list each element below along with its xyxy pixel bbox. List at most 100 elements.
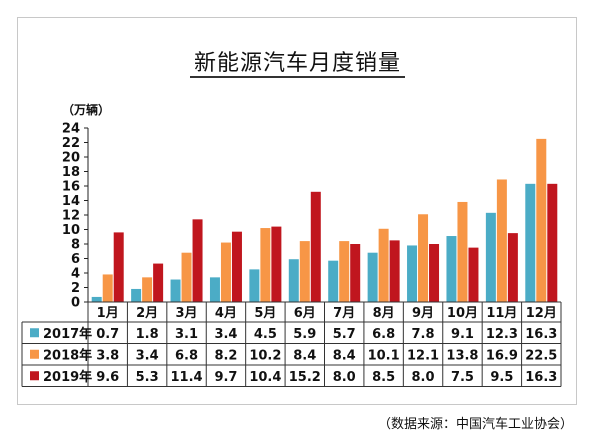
table-value: 8.4 bbox=[293, 348, 316, 363]
bar bbox=[181, 252, 192, 302]
table-value: 6.8 bbox=[372, 327, 395, 342]
bar bbox=[231, 231, 242, 302]
bar bbox=[507, 233, 518, 302]
x-tick-label: 7月 bbox=[333, 306, 355, 321]
y-tick-label: 20 bbox=[62, 151, 80, 166]
table-value: 3.4 bbox=[136, 348, 159, 363]
legend-key bbox=[30, 328, 39, 338]
legend-label: 2018年 bbox=[43, 347, 92, 363]
table-value: 8.0 bbox=[333, 370, 356, 385]
table-value: 10.2 bbox=[249, 348, 281, 363]
legend-key bbox=[30, 349, 39, 359]
bar bbox=[468, 247, 479, 302]
table-value: 16.3 bbox=[525, 327, 557, 342]
bar bbox=[407, 245, 418, 302]
y-tick-label: 8 bbox=[71, 238, 80, 253]
legend-key bbox=[30, 371, 39, 381]
x-tick-label: 12月 bbox=[526, 306, 557, 321]
bar bbox=[525, 183, 536, 302]
table-value: 7.5 bbox=[451, 370, 474, 385]
bar bbox=[457, 201, 468, 302]
x-tick-label: 11月 bbox=[486, 306, 517, 321]
y-tick-label: 10 bbox=[62, 223, 80, 238]
y-tick-label: 16 bbox=[62, 180, 80, 195]
bar bbox=[547, 183, 558, 302]
bar bbox=[429, 244, 440, 302]
bar bbox=[102, 274, 113, 302]
table-value: 6.8 bbox=[175, 348, 198, 363]
y-tick-label: 6 bbox=[71, 252, 80, 267]
legend-label: 2019年 bbox=[43, 369, 92, 385]
table-value: 10.1 bbox=[368, 348, 400, 363]
y-tick-label: 24 bbox=[62, 122, 80, 137]
y-tick-label: 12 bbox=[62, 209, 80, 224]
x-tick-label: 2月 bbox=[136, 306, 158, 321]
bar bbox=[485, 212, 496, 302]
y-tick-label: 0 bbox=[71, 296, 80, 311]
table-value: 3.1 bbox=[175, 327, 198, 342]
table-value: 12.1 bbox=[407, 348, 439, 363]
table-value: 10.4 bbox=[249, 370, 281, 385]
bar bbox=[310, 191, 321, 302]
x-tick-label: 4月 bbox=[215, 306, 237, 321]
table-value: 3.8 bbox=[96, 348, 119, 363]
y-tick-label: 18 bbox=[62, 165, 80, 180]
table-value: 4.5 bbox=[254, 327, 277, 342]
table-value: 9.7 bbox=[214, 370, 237, 385]
bar bbox=[339, 241, 350, 302]
y-axis-unit-label: （万辆） bbox=[62, 103, 111, 117]
table-value: 13.8 bbox=[446, 348, 478, 363]
bar bbox=[131, 288, 142, 302]
chart-title: 新能源汽车月度销量 bbox=[193, 51, 401, 76]
table-value: 8.4 bbox=[333, 348, 356, 363]
x-tick-label: 6月 bbox=[294, 306, 316, 321]
table-value: 8.0 bbox=[412, 370, 435, 385]
bar bbox=[220, 242, 231, 302]
bar bbox=[446, 236, 457, 302]
y-tick-label: 22 bbox=[62, 136, 80, 151]
chart-frame bbox=[17, 17, 577, 405]
legend-label: 2017年 bbox=[43, 326, 92, 342]
table-value: 22.5 bbox=[525, 348, 557, 363]
bar bbox=[260, 228, 271, 302]
x-tick-label: 3月 bbox=[176, 306, 198, 321]
x-tick-label: 1月 bbox=[97, 306, 119, 321]
bar bbox=[496, 179, 507, 302]
table-value: 8.2 bbox=[214, 348, 237, 363]
x-tick-label: 8月 bbox=[373, 306, 395, 321]
x-tick-label: 10月 bbox=[447, 306, 478, 321]
source-note: （数据来源：中国汽车工业协会） bbox=[377, 417, 573, 432]
bar bbox=[113, 232, 124, 302]
bar bbox=[367, 252, 378, 302]
table-value: 15.2 bbox=[289, 370, 321, 385]
table-value: 11.4 bbox=[171, 370, 203, 385]
y-tick-label: 2 bbox=[71, 281, 80, 296]
table-value: 16.9 bbox=[486, 348, 518, 363]
x-tick-label: 5月 bbox=[254, 306, 276, 321]
x-tick-label: 9月 bbox=[412, 306, 434, 321]
table-value: 9.1 bbox=[451, 327, 474, 342]
table-value: 16.3 bbox=[525, 370, 557, 385]
bar bbox=[536, 138, 547, 302]
bar bbox=[192, 219, 203, 302]
bar bbox=[170, 279, 181, 302]
bar bbox=[271, 226, 282, 302]
bar bbox=[288, 259, 299, 302]
table-value: 7.8 bbox=[412, 327, 435, 342]
bar bbox=[299, 241, 310, 302]
bar bbox=[249, 269, 260, 302]
bar bbox=[389, 240, 400, 302]
title-underline bbox=[190, 76, 405, 78]
y-tick-label: 14 bbox=[62, 194, 80, 209]
bar bbox=[328, 260, 339, 302]
bar bbox=[91, 296, 102, 302]
table-value: 8.5 bbox=[372, 370, 395, 385]
table-value: 12.3 bbox=[486, 327, 518, 342]
table-value: 9.6 bbox=[96, 370, 119, 385]
bar bbox=[153, 263, 164, 302]
table-value: 3.4 bbox=[214, 327, 237, 342]
table-value: 9.5 bbox=[490, 370, 513, 385]
table-value: 5.3 bbox=[136, 370, 159, 385]
